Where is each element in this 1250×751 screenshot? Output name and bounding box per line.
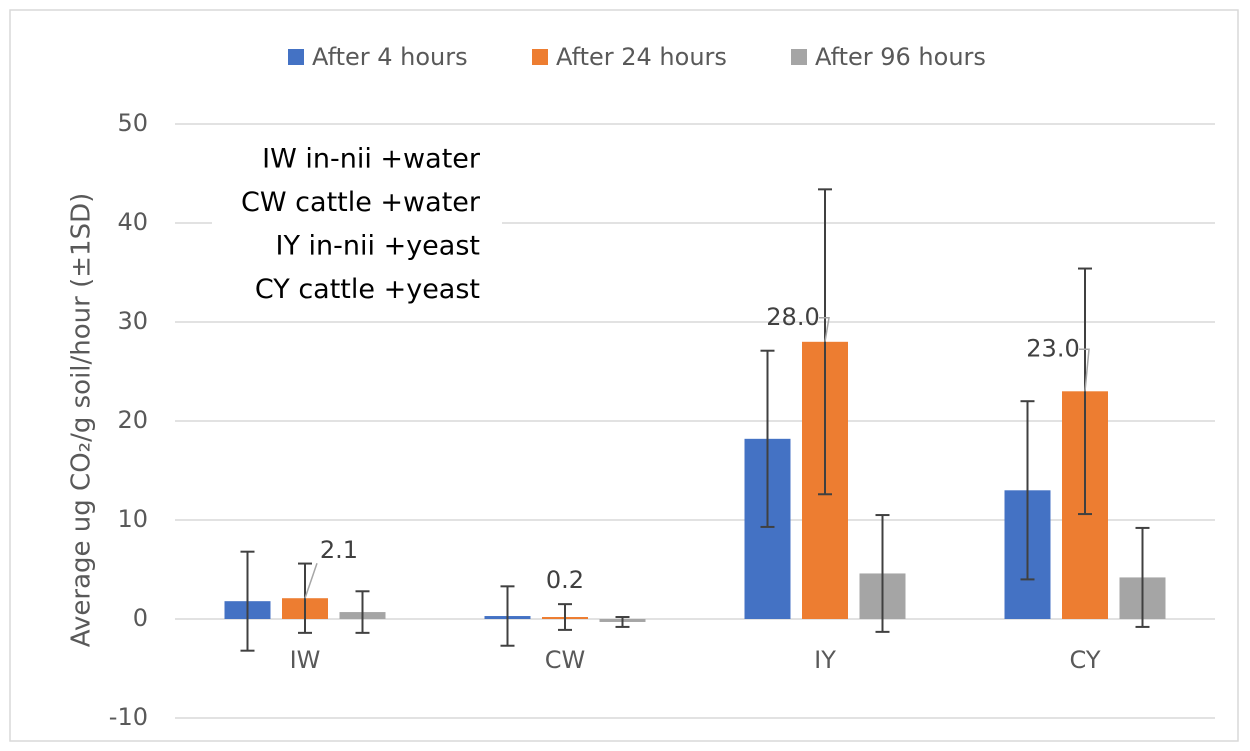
legend-label: After 4 hours bbox=[312, 43, 468, 71]
x-tick-label: CW bbox=[545, 646, 586, 674]
error-bar bbox=[240, 550, 255, 652]
error-bar bbox=[760, 349, 775, 528]
leader-line bbox=[819, 317, 830, 342]
error-bar bbox=[1020, 400, 1035, 581]
error-bar bbox=[875, 514, 890, 633]
x-tick-label: CY bbox=[1070, 646, 1101, 674]
error-bar bbox=[355, 590, 370, 634]
leader-line bbox=[304, 562, 318, 599]
y-axis-label: Average ug CO₂/g soil/hour (±1SD) bbox=[67, 193, 97, 647]
leader-line bbox=[1079, 348, 1090, 392]
y-tick-label: 50 bbox=[117, 109, 148, 137]
x-tick-label: IW bbox=[290, 646, 321, 674]
y-tick-label: 0 bbox=[133, 604, 148, 632]
legend-swatch bbox=[532, 49, 548, 65]
y-tick-label: 30 bbox=[117, 307, 148, 335]
y-tick-label: -10 bbox=[109, 703, 148, 731]
data-label: 23.0 bbox=[1026, 334, 1079, 362]
data-label: 2.1 bbox=[320, 536, 358, 564]
legend-label: After 96 hours bbox=[815, 43, 986, 71]
chart-border bbox=[9, 9, 1239, 742]
x-tick-label: IY bbox=[814, 646, 836, 674]
annotation: IY in-nii +yeast bbox=[275, 231, 480, 262]
data-label: 0.2 bbox=[546, 566, 584, 594]
legend-swatch bbox=[288, 49, 304, 65]
y-tick-label: 10 bbox=[117, 505, 148, 533]
y-tick-label: 20 bbox=[117, 406, 148, 434]
error-bar bbox=[1135, 526, 1150, 628]
annotation: CY cattle +yeast bbox=[255, 274, 480, 305]
error-bar bbox=[558, 603, 572, 631]
annotation: IW in-nii +water bbox=[262, 144, 481, 175]
y-tick-label: 40 bbox=[117, 208, 148, 236]
error-bar bbox=[615, 616, 630, 628]
legend-swatch bbox=[791, 49, 807, 65]
error-bar bbox=[500, 585, 515, 647]
annotation-box bbox=[212, 135, 502, 307]
legend-label: After 24 hours bbox=[556, 43, 727, 71]
data-label: 28.0 bbox=[766, 303, 819, 331]
annotation: CW cattle +water bbox=[241, 187, 481, 218]
